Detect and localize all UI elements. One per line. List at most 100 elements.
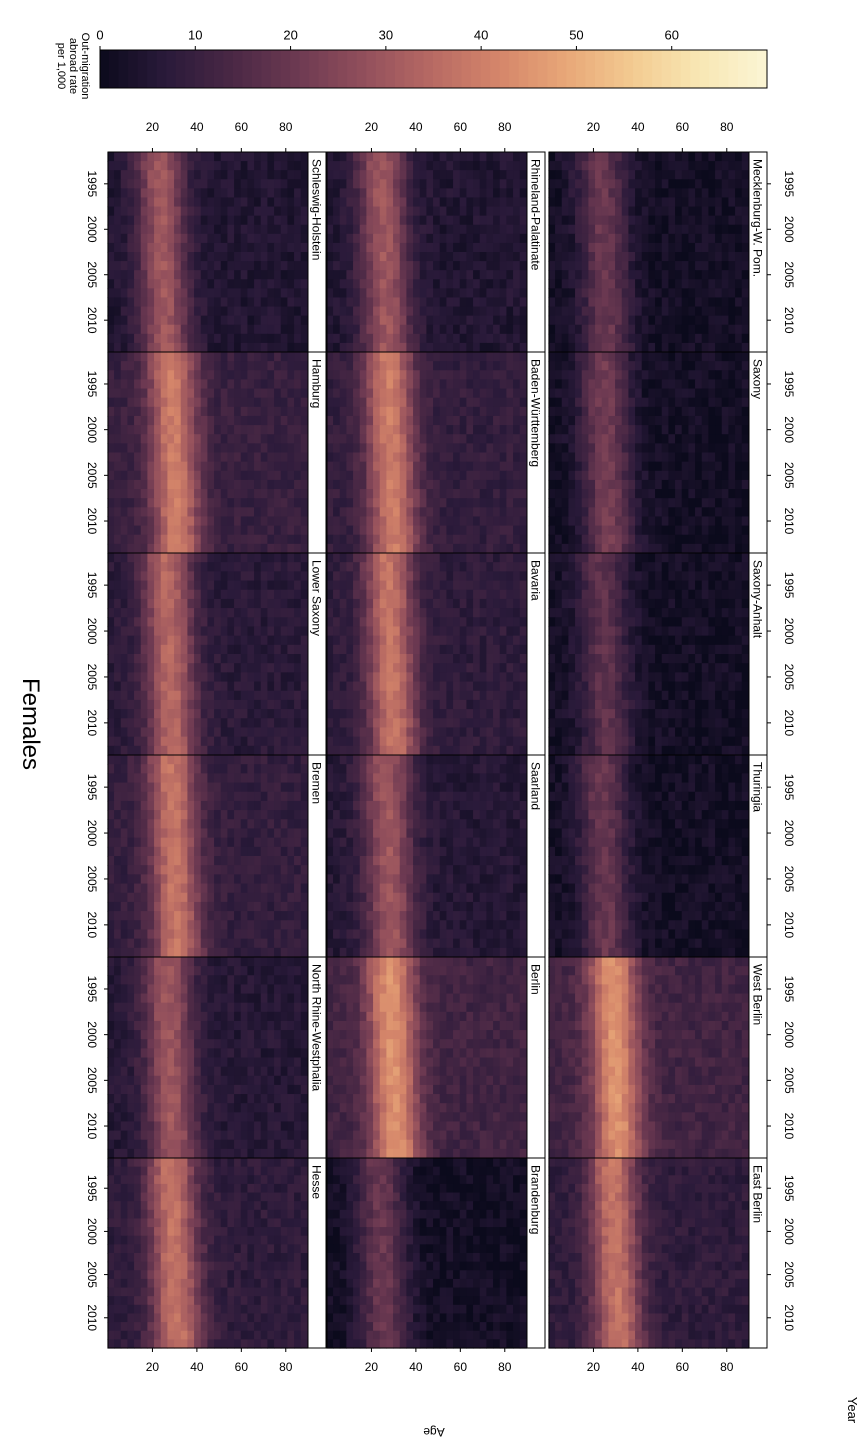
heatmap-cell bbox=[300, 1304, 308, 1315]
heatmap-cell bbox=[393, 270, 401, 280]
heatmap-cell bbox=[240, 947, 248, 958]
heatmap-cell bbox=[194, 1261, 202, 1271]
heatmap-cell bbox=[167, 525, 175, 536]
heatmap-cell bbox=[433, 252, 441, 262]
heatmap-cell bbox=[260, 206, 268, 217]
heatmap-cell bbox=[433, 279, 441, 289]
heatmap-cell bbox=[260, 270, 268, 280]
heatmap-cell bbox=[180, 1166, 188, 1176]
heatmap-cell bbox=[194, 571, 202, 582]
heatmap-cell bbox=[220, 1304, 228, 1315]
heatmap-cell bbox=[419, 388, 427, 399]
heatmap-cell bbox=[154, 644, 162, 655]
heatmap-cell bbox=[174, 261, 182, 271]
heatmap-cell bbox=[426, 252, 434, 262]
heatmap-cell bbox=[446, 224, 454, 235]
heatmap-cell bbox=[140, 333, 148, 344]
heatmap-cell bbox=[413, 288, 421, 299]
heatmap-cell bbox=[160, 170, 168, 180]
heatmap-cell bbox=[160, 874, 168, 885]
heatmap-cell bbox=[493, 434, 501, 444]
heatmap-cell bbox=[453, 152, 461, 162]
heatmap-cell bbox=[267, 406, 275, 417]
heatmap-cell bbox=[333, 279, 341, 289]
heatmap-cell bbox=[134, 1066, 142, 1077]
heatmap-cell bbox=[207, 663, 215, 673]
heatmap-cell bbox=[194, 764, 202, 774]
heatmap-cell bbox=[433, 352, 441, 362]
heatmap-cell bbox=[234, 617, 242, 628]
heatmap-cell bbox=[260, 261, 268, 271]
heatmap-cell bbox=[160, 1261, 168, 1271]
heatmap-cell bbox=[174, 379, 182, 390]
heatmap-cell bbox=[214, 1261, 222, 1271]
heatmap-cell bbox=[300, 782, 308, 793]
heatmap-cell bbox=[167, 782, 175, 793]
heatmap-cell bbox=[254, 170, 262, 180]
heatmap-cell bbox=[200, 745, 208, 756]
heatmap-cell bbox=[234, 571, 242, 582]
heatmap-cell bbox=[147, 370, 155, 381]
heatmap-cell bbox=[227, 1175, 235, 1185]
heatmap-cell bbox=[247, 1048, 255, 1059]
heatmap-cell bbox=[300, 352, 308, 362]
heatmap-cell bbox=[466, 261, 474, 271]
heatmap-cell bbox=[154, 188, 162, 199]
heatmap-cell bbox=[147, 1057, 155, 1068]
heatmap-cell bbox=[300, 644, 308, 655]
heatmap-cell bbox=[180, 727, 188, 738]
heatmap-cell bbox=[287, 800, 295, 811]
heatmap-cell bbox=[140, 379, 148, 390]
heatmap-cell bbox=[339, 352, 347, 362]
heatmap-cell bbox=[426, 352, 434, 362]
heatmap-cell bbox=[154, 261, 162, 271]
heatmap-cell bbox=[214, 745, 222, 756]
heatmap-cell bbox=[147, 929, 155, 940]
heatmap-cell bbox=[379, 297, 387, 308]
heatmap-cell bbox=[194, 819, 202, 830]
heatmap-cell bbox=[114, 1066, 122, 1077]
heatmap-cell bbox=[254, 489, 262, 499]
heatmap-cell bbox=[114, 306, 122, 317]
heatmap-cell bbox=[439, 342, 447, 353]
heatmap-cell bbox=[147, 543, 155, 554]
heatmap-cell bbox=[300, 252, 308, 262]
heatmap-cell bbox=[180, 1218, 188, 1228]
heatmap-cell bbox=[207, 1183, 215, 1194]
heatmap-cell bbox=[386, 161, 394, 171]
heatmap-cell bbox=[353, 379, 361, 390]
heatmap-cell bbox=[247, 1339, 255, 1349]
heatmap-cell bbox=[240, 261, 248, 271]
heatmap-cell bbox=[287, 1253, 295, 1263]
heatmap-cell bbox=[180, 709, 188, 719]
heatmap-cell bbox=[513, 315, 521, 326]
heatmap-cell bbox=[194, 315, 202, 326]
heatmap-cell bbox=[220, 1002, 228, 1013]
heatmap-cell bbox=[466, 370, 474, 381]
heatmap-cell bbox=[187, 709, 195, 719]
heatmap-cell bbox=[200, 1030, 208, 1040]
heatmap-cell bbox=[426, 388, 434, 399]
heatmap-cell bbox=[107, 589, 115, 600]
heatmap-cell bbox=[453, 443, 461, 454]
heatmap-cell bbox=[120, 470, 128, 481]
heatmap-cell bbox=[207, 242, 215, 253]
heatmap-cell bbox=[107, 791, 115, 802]
heatmap-cell bbox=[160, 672, 168, 683]
heatmap-cell bbox=[439, 179, 447, 189]
heatmap-cell bbox=[234, 170, 242, 180]
heatmap-cell bbox=[486, 370, 494, 381]
heatmap-cell bbox=[107, 947, 115, 958]
heatmap-cell bbox=[114, 699, 122, 710]
heatmap-cell bbox=[120, 543, 128, 554]
heatmap-cell bbox=[160, 1030, 168, 1040]
heatmap-cell bbox=[267, 791, 275, 802]
heatmap-cell bbox=[300, 279, 308, 289]
heatmap-cell bbox=[267, 152, 275, 162]
heatmap-cell bbox=[140, 598, 148, 609]
heatmap-cell bbox=[167, 270, 175, 280]
heatmap-cell bbox=[174, 1227, 182, 1237]
heatmap-cell bbox=[114, 534, 122, 545]
heatmap-cell bbox=[187, 397, 195, 408]
heatmap-cell bbox=[194, 1112, 202, 1123]
